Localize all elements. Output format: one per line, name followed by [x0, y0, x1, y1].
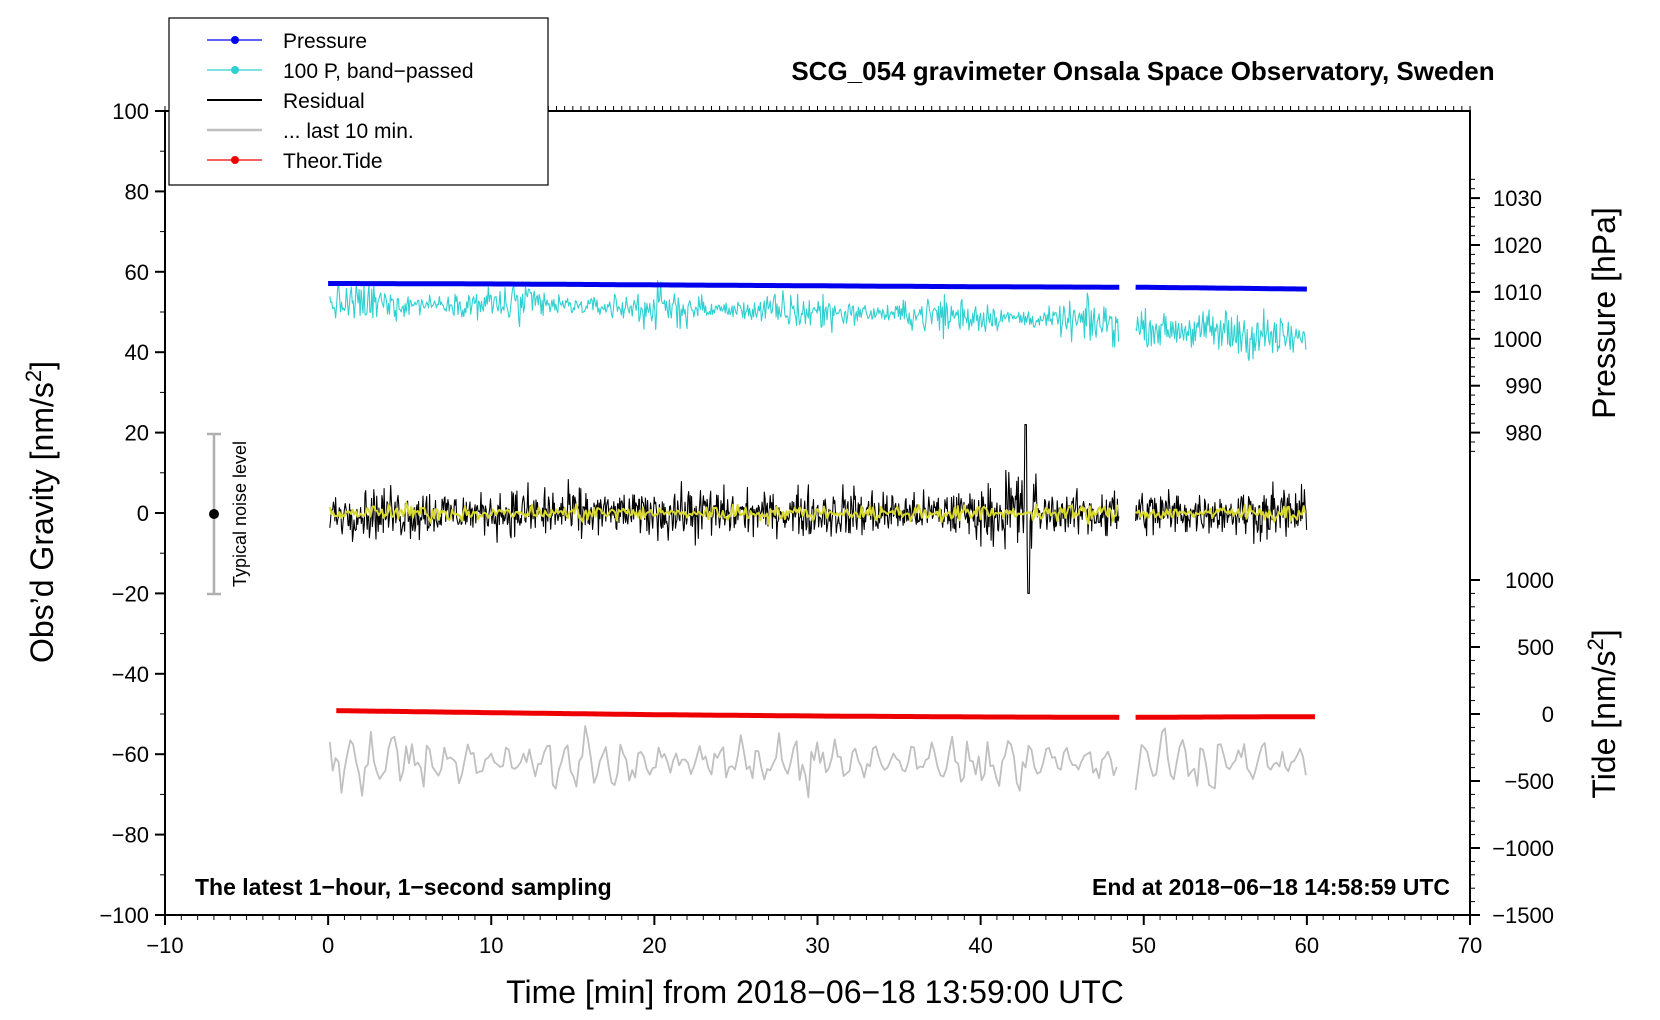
chart-title: SCG_054 gravimeter Onsala Space Observat…	[791, 56, 1494, 86]
band-passed-pressure-line	[1135, 307, 1307, 362]
y-tick-label: −40	[112, 662, 149, 687]
tide-tick-label: −1500	[1492, 903, 1554, 928]
y-tick-label: 20	[125, 421, 149, 446]
y-axis-label-tide-sup: 2	[1583, 638, 1608, 650]
legend-label-band-passed: 100 P, band−passed	[283, 60, 474, 83]
legend-label-last-10-min: ... last 10 min.	[283, 120, 414, 143]
y-tick-label: −60	[112, 742, 149, 767]
legend-label-residual: Residual	[283, 90, 365, 113]
pressure-tick-label: 990	[1505, 374, 1542, 399]
noise-level-indicator: Typical noise level	[207, 432, 250, 596]
tide-tick-label: 500	[1517, 635, 1554, 660]
y-axis-label-left-end: ]	[24, 361, 60, 370]
x-tick-label: 20	[642, 933, 666, 958]
y-tick-label: −100	[99, 903, 149, 928]
smoothed-residual-line	[1135, 504, 1307, 523]
legend-marker-band-passed	[231, 66, 239, 74]
x-tick-label: 50	[1132, 933, 1156, 958]
tide-line	[336, 708, 1120, 720]
legend-item-residual: Residual	[207, 90, 365, 113]
y-axis-label-tide-end: ]	[1586, 629, 1622, 638]
x-tick-label: 60	[1295, 933, 1319, 958]
y-axis-label-left-text: Obs’d Gravity [nm/s	[24, 382, 60, 663]
y-tick-label: −80	[112, 823, 149, 848]
y-tick-label: 80	[125, 179, 149, 204]
y-tick-label: −20	[112, 581, 149, 606]
noise-level-dot	[209, 509, 219, 519]
legend-label-theor-tide: Theor.Tide	[283, 150, 383, 173]
tide-tick-label: 0	[1542, 702, 1554, 727]
pressure-line	[1135, 284, 1307, 292]
tide-tick-label: 1000	[1505, 568, 1554, 593]
series-layer	[328, 279, 1315, 799]
legend-item-band-passed: 100 P, band−passed	[207, 60, 474, 83]
tide-line	[1135, 714, 1315, 720]
legend-item-pressure: Pressure	[207, 30, 367, 53]
y-axis-label-tide-text: Tide [nm/s	[1586, 650, 1622, 798]
x-tick-label: 0	[322, 933, 334, 958]
legend: Pressure 100 P, band−passed Residual ...…	[168, 17, 549, 186]
tide-tick-label: −500	[1504, 769, 1554, 794]
y-axis-label-pressure: Pressure [hPa]	[1586, 207, 1622, 419]
y-axis-label-tide: Tide [nm/s2]	[1583, 629, 1622, 798]
pressure-tick-label: 1030	[1493, 186, 1542, 211]
smoothed-residual-line	[328, 501, 1119, 526]
y-axis-label-left: Obs’d Gravity [nm/s2]	[21, 361, 60, 663]
last-10-min-line	[1134, 727, 1307, 791]
residual-line	[329, 424, 1120, 594]
y-tick-label: 100	[112, 99, 149, 124]
axis-ticks: −10 0 10 20 30 40 50 60 70100806040200−20−40−60−…	[99, 99, 1554, 958]
annotation-end-time: End at 2018−06−18 14:58:59 UTC	[1092, 874, 1450, 900]
pressure-tick-label: 1020	[1493, 233, 1542, 258]
legend-marker-pressure	[231, 36, 239, 44]
pressure-line	[328, 281, 1120, 290]
y-tick-label: 0	[137, 501, 149, 526]
legend-item-last-10-min: ... last 10 min.	[207, 120, 414, 143]
y-tick-label: 60	[125, 260, 149, 285]
y-axis-label-left-sup: 2	[21, 370, 46, 382]
x-axis-label: Time [min] from 2018−06−18 13:59:00 UTC	[506, 974, 1124, 1010]
x-tick-label: 10	[479, 933, 503, 958]
annotation-sampling: The latest 1−hour, 1−second sampling	[195, 874, 612, 900]
y-tick-label: 40	[125, 340, 149, 365]
last-10-min-line	[328, 725, 1118, 799]
x-tick-label: 70	[1458, 933, 1482, 958]
x-tick-label: 40	[968, 933, 992, 958]
legend-marker-theor-tide	[231, 156, 239, 164]
x-tick-label: 30	[805, 933, 829, 958]
pressure-tick-label: 980	[1505, 421, 1542, 446]
pressure-tick-label: 1000	[1493, 327, 1542, 352]
pressure-tick-label: 1010	[1493, 280, 1542, 305]
noise-level-label: Typical noise level	[230, 441, 250, 587]
legend-item-theor-tide: Theor.Tide	[207, 150, 383, 173]
band-passed-pressure-line	[329, 279, 1120, 348]
legend-box	[168, 17, 549, 186]
legend-label-pressure: Pressure	[283, 30, 367, 53]
tide-tick-label: −1000	[1492, 836, 1554, 861]
x-tick-label: −10	[146, 933, 183, 958]
